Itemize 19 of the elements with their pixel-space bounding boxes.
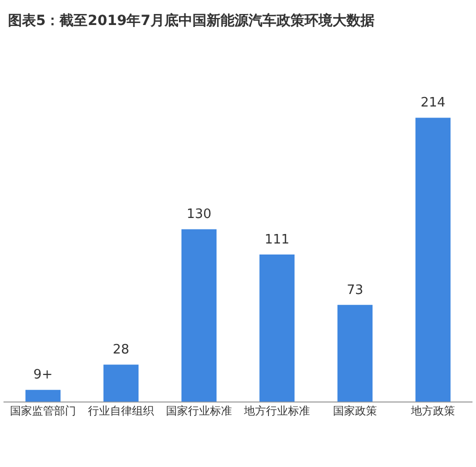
data-label: 130 (186, 207, 212, 222)
x-tick-label: 国家政策 (333, 404, 377, 418)
bar (25, 390, 61, 402)
bar (259, 254, 295, 402)
bar (181, 229, 217, 402)
bar (415, 118, 451, 402)
chart-title: 图表5：截至2019年7月底中国新能源汽车政策环境大数据 (8, 12, 374, 30)
bar (337, 304, 373, 402)
x-tick-label: 国家监管部门 (10, 404, 76, 418)
data-label: 9+ (33, 368, 53, 383)
data-label: 28 (112, 342, 130, 358)
x-tick-label: 国家行业标准 (166, 404, 232, 418)
data-label: 73 (346, 282, 364, 298)
x-tick-label: 地方政策 (410, 404, 455, 418)
data-label: 111 (264, 232, 290, 248)
x-tick-label: 地方行业标准 (243, 404, 310, 418)
x-tick-label: 行业自律组织 (88, 404, 154, 418)
bar (103, 364, 139, 402)
data-label: 214 (420, 96, 446, 111)
